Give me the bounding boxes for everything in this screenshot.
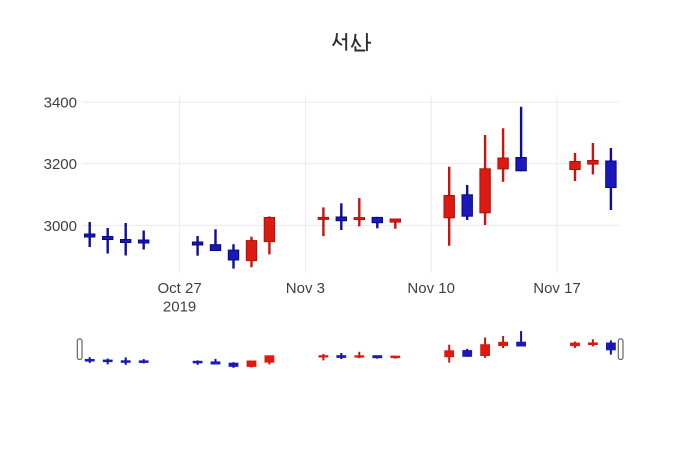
svg-text:2019: 2019 (163, 299, 196, 316)
svg-text:Nov 10: Nov 10 (407, 280, 455, 297)
svg-text:3400: 3400 (44, 95, 77, 112)
svg-text:Nov 3: Nov 3 (286, 280, 325, 297)
svg-text:Nov 17: Nov 17 (533, 280, 581, 297)
svg-text:3200: 3200 (44, 156, 77, 173)
svg-text:3000: 3000 (44, 218, 77, 235)
svg-text:Oct 27: Oct 27 (158, 280, 202, 297)
